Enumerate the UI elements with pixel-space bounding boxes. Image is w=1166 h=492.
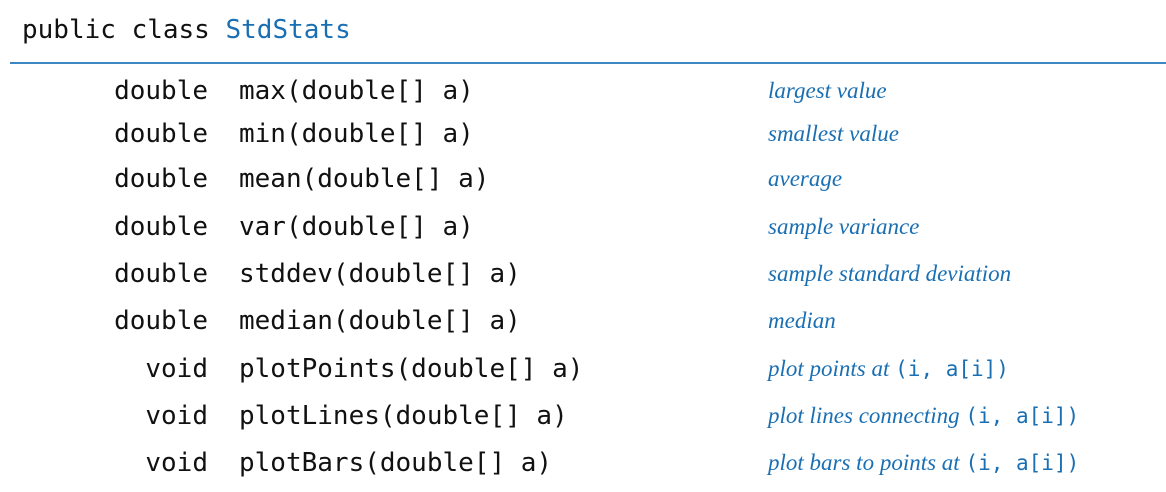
description-text: plot bars to points at: [768, 450, 966, 475]
method-row-max: double max(double[] a) largest value: [0, 68, 1166, 114]
description-code: (i, a[i]): [895, 357, 1009, 381]
return-type: void: [145, 354, 208, 384]
method-description: plot bars to points at (i, a[i]): [768, 440, 1079, 486]
method-signature: plotLines(double[] a): [239, 401, 568, 431]
description-code: (i, a[i]): [965, 451, 1080, 475]
return-type: double: [114, 119, 208, 149]
method-description: sample standard deviation: [768, 251, 1011, 297]
description-code: (i, a[i]): [965, 404, 1080, 428]
class-header-prefix: public class: [22, 15, 226, 45]
method-signature: mean(double[] a): [239, 164, 490, 194]
return-type: void: [145, 448, 208, 478]
description-text: sample standard deviation: [768, 261, 1012, 286]
description-text: plot lines connecting: [768, 403, 966, 428]
return-type: double: [114, 259, 208, 289]
description-text: smallest value: [768, 121, 899, 146]
header-rule: [10, 62, 1166, 64]
method-row-median: double median(double[] a) median: [0, 298, 1166, 344]
method-signature: plotBars(double[] a): [239, 448, 553, 478]
method-signature: max(double[] a): [239, 76, 474, 106]
method-row-var: double var(double[] a) sample variance: [0, 204, 1166, 250]
method-description: sample variance: [768, 204, 919, 250]
method-signature: var(double[] a): [239, 212, 474, 242]
description-text: median: [768, 308, 836, 333]
return-type: void: [145, 401, 208, 431]
method-description: plot points at (i, a[i]): [768, 346, 1009, 392]
description-text: average: [768, 166, 843, 191]
description-text: sample variance: [768, 214, 920, 239]
method-description: median: [768, 298, 836, 344]
method-row-plotpoints: void plotPoints(double[] a) plot points …: [0, 346, 1166, 392]
method-row-min: double min(double[] a) smallest value: [0, 111, 1166, 157]
description-text: plot points at: [768, 356, 896, 381]
return-type: double: [114, 76, 208, 106]
method-signature: median(double[] a): [239, 306, 521, 336]
method-row-plotbars: void plotBars(double[] a) plot bars to p…: [0, 440, 1166, 486]
class-header: public class StdStats: [22, 10, 351, 50]
method-signature: stddev(double[] a): [239, 259, 521, 289]
method-signature: min(double[] a): [239, 119, 474, 149]
return-type: double: [114, 212, 208, 242]
method-description: largest value: [768, 68, 887, 114]
return-type: double: [114, 306, 208, 336]
method-description: average: [768, 156, 842, 202]
description-text: largest value: [768, 78, 887, 103]
method-signature: plotPoints(double[] a): [239, 354, 584, 384]
method-description: smallest value: [768, 111, 899, 157]
return-type: double: [114, 164, 208, 194]
method-row-stddev: double stddev(double[] a) sample standar…: [0, 251, 1166, 297]
class-name: StdStats: [225, 15, 351, 45]
method-description: plot lines connecting (i, a[i]): [768, 393, 1079, 439]
method-row-mean: double mean(double[] a) average: [0, 156, 1166, 202]
method-row-plotlines: void plotLines(double[] a) plot lines co…: [0, 393, 1166, 439]
